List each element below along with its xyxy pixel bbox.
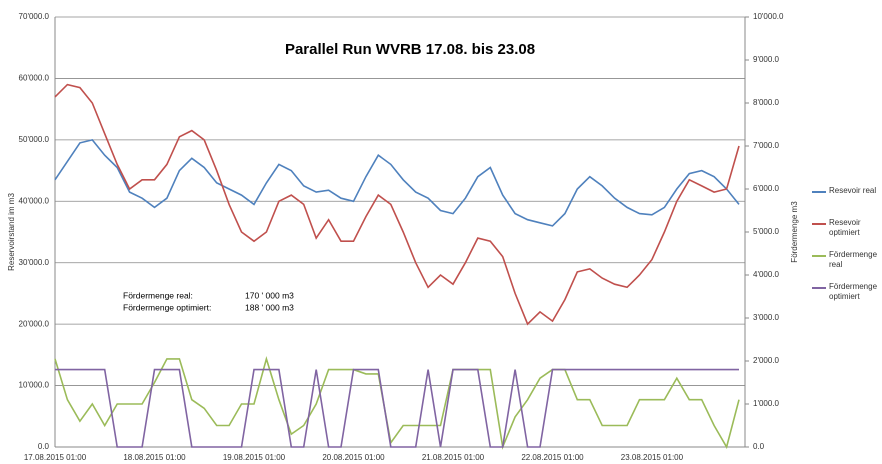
y2-tick-label: 10'000.0 [753, 12, 784, 21]
chart: Parallel Run WVRB 17.08. bis 23.08 Reser… [7, 12, 799, 462]
y2-tick-label: 2'000.0 [753, 356, 780, 365]
y2-tick-label: 7'000.0 [753, 141, 780, 150]
y-tick-label: 70'000.0 [19, 12, 50, 21]
legend-item: Fördermenge optimiert [812, 282, 882, 314]
y-tick-label: 60'000.0 [19, 74, 50, 83]
y2-axis-label: Fördermenge m3 [790, 201, 799, 263]
legend-swatch [812, 223, 826, 225]
x-tick-label: 18.08.2015 01:00 [123, 453, 186, 462]
y-tick-label: 50'000.0 [19, 135, 50, 144]
series-line [54, 83, 740, 326]
legend-label: Fördermenge optimiert [829, 282, 878, 301]
x-tick-label: 21.08.2015 01:00 [422, 453, 485, 462]
y-tick-label: 30'000.0 [19, 258, 50, 267]
chart-title: Parallel Run WVRB 17.08. bis 23.08 [285, 41, 535, 58]
legend: Resevoir real Resevoir optimiert Fördermen… [812, 186, 882, 314]
series-line [54, 139, 740, 227]
annotation-value: 170 ' 000 m3 [245, 290, 294, 300]
annotation-value: 188 ' 000 m3 [245, 302, 294, 312]
legend-swatch [812, 287, 826, 289]
legend-label: Resevoir optimiert [829, 218, 861, 237]
legend-label: Resevoir real [829, 186, 877, 195]
x-tick-label: 23.08.2015 01:00 [621, 453, 684, 462]
legend-swatch [812, 191, 826, 193]
series-line [55, 368, 739, 448]
y-axis-label: Reservoirstand im m3 [7, 193, 16, 271]
y2-tick-label: 5'000.0 [753, 227, 780, 236]
x-tick-label: 17.08.2015 01:00 [24, 453, 87, 462]
y-tick-label: 20'000.0 [19, 319, 50, 328]
y-tick-label: 0.0 [38, 442, 50, 451]
legend-swatch [812, 255, 826, 257]
annotation-label: Fördermenge optimiert: [123, 302, 211, 312]
series-line [54, 356, 740, 450]
legend-item: Fördermenge real [812, 250, 882, 282]
y2-tick-label: 0.0 [753, 442, 765, 451]
annotation-label: Fördermenge real: [123, 290, 193, 300]
y2-tick-label: 4'000.0 [753, 270, 780, 279]
y-tick-label: 10'000.0 [19, 381, 50, 390]
y2-tick-label: 3'000.0 [753, 313, 780, 322]
legend-label: Fördermenge real [829, 250, 878, 269]
x-tick-label: 20.08.2015 01:00 [322, 453, 385, 462]
y2-tick-label: 9'000.0 [753, 55, 780, 64]
y-tick-label: 40'000.0 [19, 196, 50, 205]
x-tick-label: 19.08.2015 01:00 [223, 453, 286, 462]
legend-item: Resevoir real [812, 186, 882, 218]
y2-tick-label: 6'000.0 [753, 184, 780, 193]
x-tick-label: 22.08.2015 01:00 [521, 453, 584, 462]
legend-item: Resevoir optimiert [812, 218, 882, 250]
y2-tick-label: 1'000.0 [753, 399, 780, 408]
y2-tick-label: 8'000.0 [753, 98, 780, 107]
